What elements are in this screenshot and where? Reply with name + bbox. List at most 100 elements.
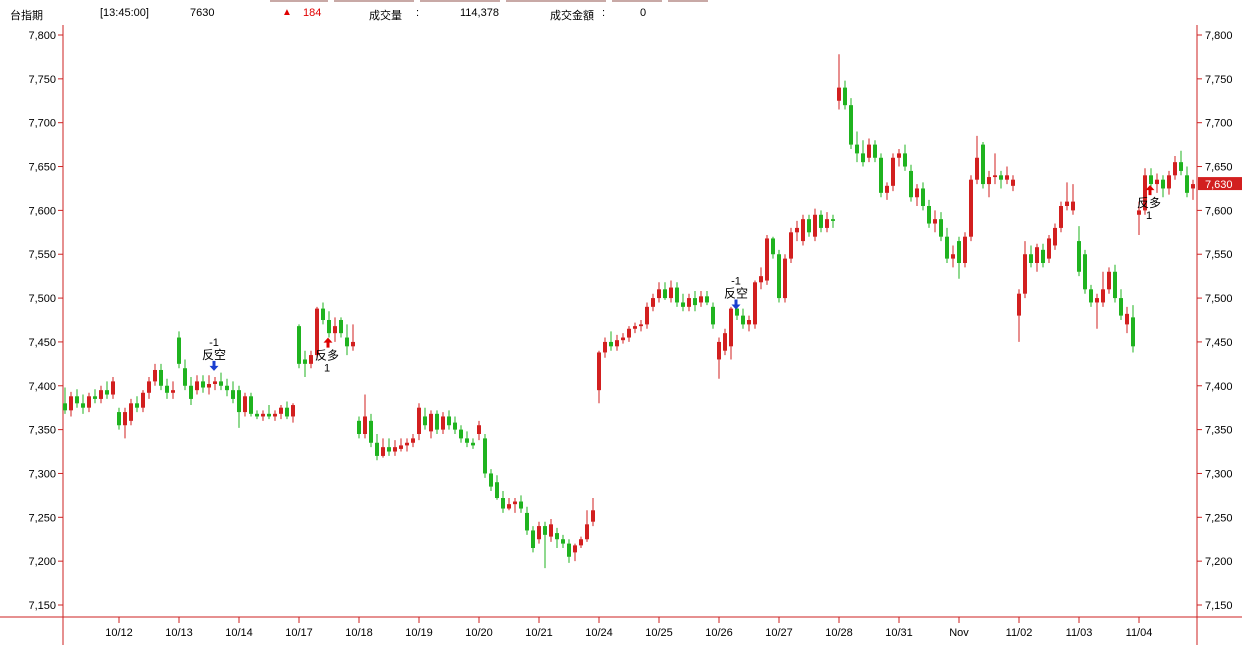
candle-body [825, 219, 829, 228]
y-tick-label-left: 7,600 [28, 205, 56, 217]
candle-body [591, 510, 595, 522]
price-change: 184 [303, 7, 322, 19]
candle-body [903, 153, 907, 167]
candle-body [843, 87, 847, 106]
candle-body [321, 308, 325, 320]
candle-body [297, 326, 301, 364]
candle-body [1179, 162, 1183, 171]
candle-body [747, 320, 751, 325]
candle-body [1017, 293, 1021, 316]
candle-body [87, 396, 91, 408]
candle-body [207, 384, 211, 388]
candle-body [867, 144, 871, 158]
candle-body [807, 219, 811, 233]
candle-body [531, 530, 535, 548]
candle-body [333, 326, 337, 334]
y-tick-label-right: 7,450 [1205, 337, 1233, 349]
candle-body [345, 337, 349, 347]
candle-body [579, 539, 583, 546]
candle-body [849, 105, 853, 145]
candle-body [279, 407, 283, 414]
x-axis: 10/12 10/13 10/14 10/17 10/18 10/19 10/20 10/21… [105, 617, 1152, 639]
candle-body [993, 175, 997, 178]
candle-body [675, 287, 679, 303]
candle-body [585, 524, 589, 540]
candle-body [687, 298, 691, 307]
candle-body [921, 188, 925, 206]
candle-body [885, 185, 889, 193]
candle-body [855, 144, 859, 154]
candle-body [651, 298, 655, 307]
candle-body [861, 153, 865, 163]
candle-body [1029, 254, 1033, 263]
y-tick-label-left: 7,450 [28, 337, 56, 349]
candle-body [1083, 254, 1087, 290]
y-tick-label-right: 7,350 [1205, 425, 1233, 437]
candle-body [93, 396, 97, 399]
candle-body [519, 501, 523, 509]
candle-body [1149, 175, 1153, 185]
y-tick-label-left: 7,500 [28, 293, 56, 305]
candle-body [273, 413, 277, 417]
last-price-label: 7,630 [1205, 179, 1233, 191]
tab-strip [0, 0, 1242, 3]
candle-body [741, 315, 745, 325]
candle-body [507, 504, 511, 509]
candle-body [435, 413, 439, 430]
candle-body [363, 416, 367, 434]
candle-body [441, 416, 445, 430]
candle-body [963, 236, 967, 263]
candle-body [387, 447, 391, 452]
signal-label: 反空 [724, 286, 748, 300]
candle-body [645, 306, 649, 325]
last-price-box [1198, 177, 1242, 191]
candle-body [801, 219, 805, 242]
candle-body [555, 533, 559, 540]
signal-label: 反多 [315, 349, 339, 363]
candle-body [165, 385, 169, 393]
candle-body [987, 177, 991, 185]
y-tick-label-right: 7,500 [1205, 293, 1233, 305]
candle-body [753, 282, 757, 325]
candle-body [771, 238, 775, 255]
candle-body [339, 320, 343, 334]
y-tick-label-left: 7,750 [28, 74, 56, 86]
candle-body [933, 219, 937, 224]
candle-body [729, 308, 733, 347]
candle-body [1143, 175, 1147, 211]
candle-body [699, 296, 703, 303]
candle-body [1101, 289, 1105, 303]
y-tick-label-right: 7,150 [1205, 600, 1233, 612]
y-tick-label-right: 7,800 [1205, 30, 1233, 42]
candle-body [927, 206, 931, 224]
x-tick-label: 10/31 [885, 627, 913, 639]
candle-body [513, 501, 517, 505]
candle-body [891, 157, 895, 186]
candle-body [1185, 175, 1189, 193]
candle-body [411, 438, 415, 443]
candle-body [237, 390, 241, 413]
candle-body [381, 447, 385, 456]
candle-body [63, 403, 67, 411]
candle-body [969, 179, 973, 237]
x-tick-label: 10/24 [585, 627, 613, 639]
candle-body [1023, 254, 1027, 294]
candle-body [477, 425, 481, 434]
candle-body [417, 407, 421, 434]
candle-body [243, 396, 247, 413]
candle-body [537, 526, 541, 540]
candle-body [447, 416, 451, 426]
last-price-marker: 7,630 [1198, 177, 1242, 191]
candle-body [717, 341, 721, 360]
candle-body [375, 442, 379, 456]
candle-body [453, 422, 457, 430]
candle-body [1113, 271, 1117, 299]
candle-body [429, 413, 433, 432]
y-tick-label-right: 7,250 [1205, 512, 1233, 524]
y-tick-label-left: 7,300 [28, 468, 56, 480]
candle-body [813, 214, 817, 237]
y-axis-left: 7,800 7,750 7,700 7,650 7,600 7,550 7,500 7,450… [28, 30, 63, 612]
candle-body [957, 241, 961, 263]
volume-separator: : [416, 7, 420, 19]
